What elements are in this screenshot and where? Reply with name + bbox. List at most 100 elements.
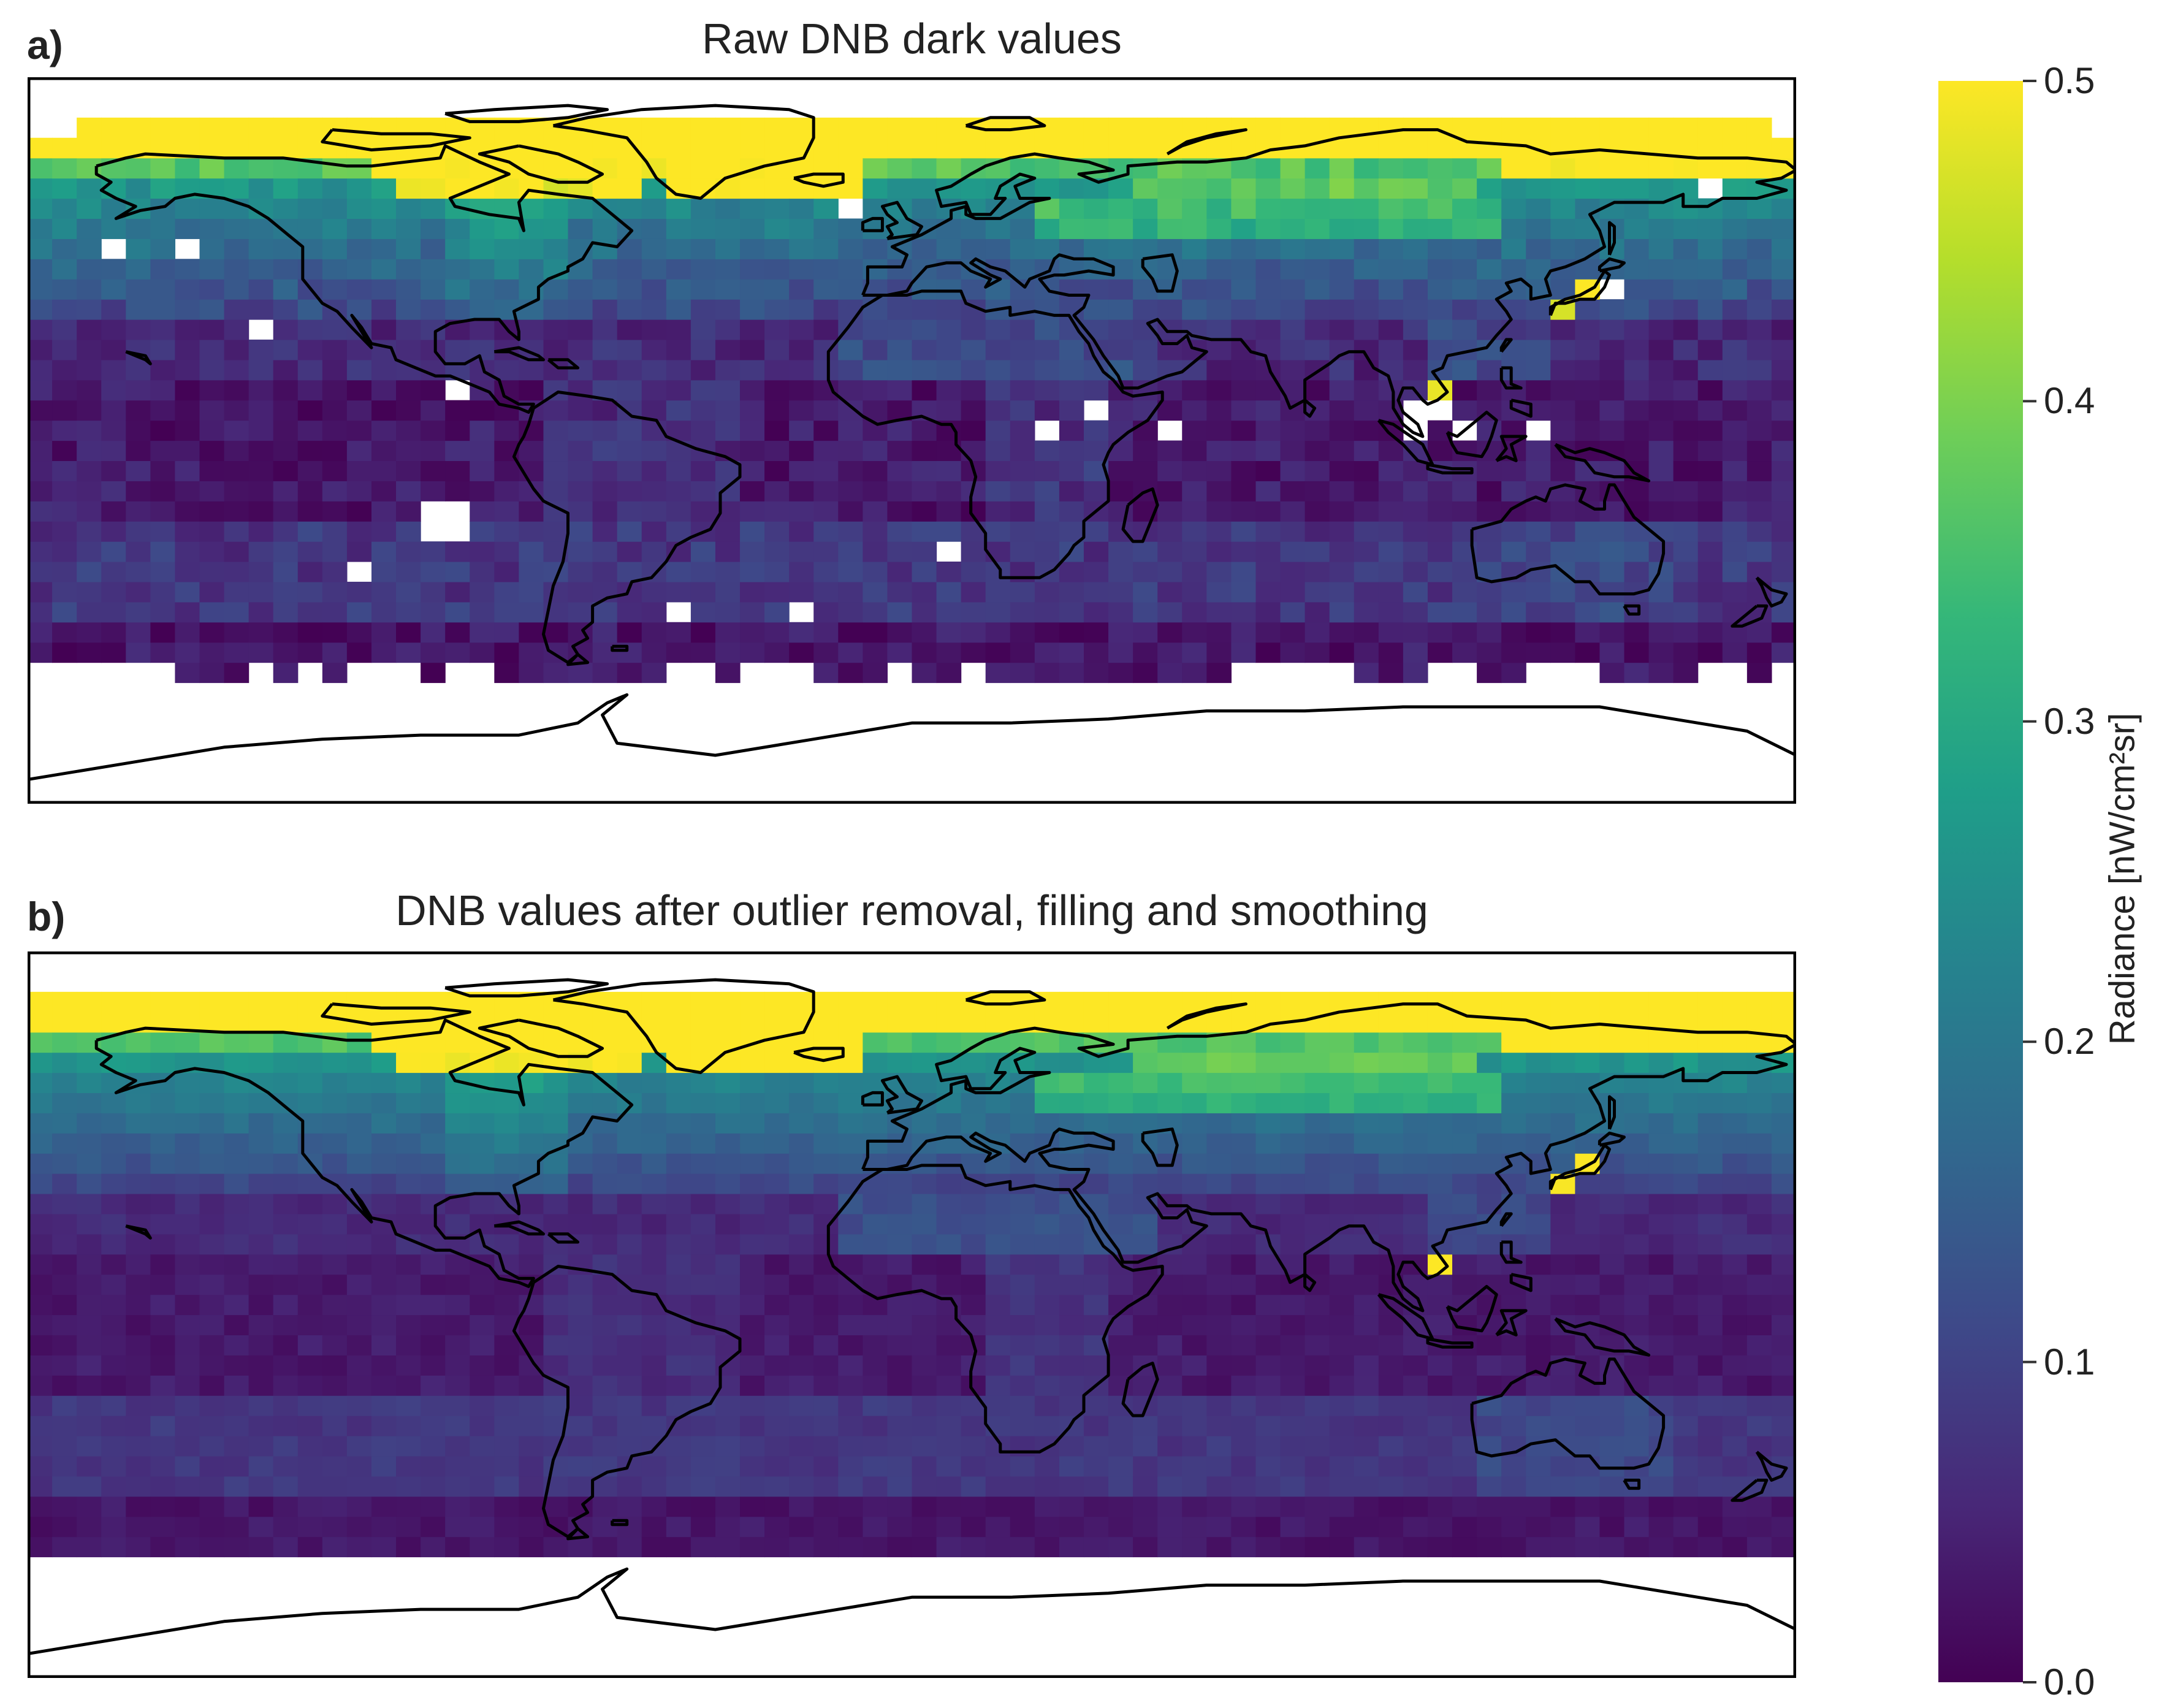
data-cell — [1059, 117, 1084, 139]
data-cell — [1133, 601, 1158, 623]
data-cell — [1329, 581, 1355, 603]
data-cell — [789, 1335, 814, 1355]
data-cell — [1624, 178, 1650, 199]
data-cell — [1280, 279, 1306, 300]
data-cell — [961, 137, 986, 159]
data-cell — [1771, 1194, 1796, 1214]
data-cell — [273, 1254, 299, 1275]
data-cell — [1771, 400, 1796, 421]
data-cell — [789, 1233, 814, 1255]
data-cell — [1133, 1233, 1158, 1255]
data-cell — [248, 1436, 274, 1457]
data-cell — [1255, 1476, 1281, 1497]
data-cell — [543, 1536, 569, 1558]
data-cell — [1648, 379, 1674, 401]
data-cell — [346, 1173, 372, 1194]
data-cell — [617, 1476, 642, 1497]
data-cell — [838, 1153, 863, 1174]
data-cell — [421, 1536, 446, 1558]
data-cell — [77, 1254, 102, 1275]
data-cell — [1255, 299, 1281, 320]
data-cell — [445, 460, 470, 481]
data-cell — [248, 521, 274, 542]
data-cell — [985, 238, 1011, 259]
data-cell — [470, 1516, 495, 1538]
data-cell — [1648, 359, 1674, 381]
data-cell — [28, 1052, 53, 1073]
data-cell — [322, 662, 348, 684]
data-cell — [322, 1455, 348, 1477]
data-cell — [1697, 1294, 1723, 1316]
data-cell — [175, 642, 200, 663]
data-cell — [690, 1416, 716, 1436]
data-cell — [1206, 1153, 1232, 1174]
data-cell — [224, 1455, 249, 1477]
panel-a-label: a) — [27, 22, 63, 67]
data-cell — [912, 420, 937, 441]
data-cell — [1624, 1153, 1650, 1174]
data-cell — [126, 178, 151, 199]
data-cell — [77, 1173, 102, 1194]
data-cell — [887, 1355, 913, 1376]
data-cell — [101, 218, 126, 239]
data-cell — [150, 1395, 176, 1416]
data-cell — [470, 1294, 495, 1316]
data-cell — [28, 319, 53, 340]
data-cell — [199, 1032, 225, 1053]
data-cell — [617, 158, 642, 179]
data-cell — [297, 481, 323, 501]
data-cell — [1403, 541, 1428, 562]
data-cell — [985, 339, 1011, 360]
data-cell — [346, 1294, 372, 1316]
data-cell — [248, 1455, 274, 1477]
data-cell — [666, 642, 691, 663]
data-cell — [1550, 1455, 1575, 1477]
data-cell — [1452, 379, 1477, 401]
data-cell — [371, 400, 397, 421]
data-cell — [1575, 1395, 1601, 1416]
data-cell — [150, 1416, 176, 1436]
data-cell — [1206, 1355, 1232, 1376]
data-cell — [322, 541, 348, 562]
data-cell — [470, 1476, 495, 1497]
data-cell — [764, 137, 790, 159]
data-cell — [1083, 601, 1109, 623]
data-cell — [568, 400, 593, 421]
data-cell — [1354, 460, 1379, 481]
map-b-border — [28, 951, 1796, 1678]
data-cell — [1599, 991, 1625, 1013]
data-cell — [985, 137, 1011, 159]
data-cell — [863, 440, 888, 462]
data-cell — [519, 259, 544, 280]
data-cell — [1648, 1496, 1674, 1517]
data-cell — [101, 1294, 126, 1316]
data-cell — [273, 420, 299, 441]
data-cell — [863, 1395, 888, 1416]
data-cell — [1206, 541, 1232, 562]
data-cell — [175, 581, 200, 603]
data-cell — [199, 1194, 225, 1214]
data-cell — [273, 460, 299, 481]
data-cell — [1354, 1335, 1379, 1355]
coastline — [1499, 1212, 1513, 1227]
data-cell — [985, 460, 1011, 481]
data-cell — [961, 1092, 986, 1113]
data-cell — [421, 1476, 446, 1497]
data-cell — [1673, 1254, 1699, 1275]
data-cell — [961, 1496, 986, 1517]
data-cell — [1182, 991, 1207, 1013]
data-cell — [346, 198, 372, 219]
data-cell — [1329, 1012, 1355, 1033]
data-cell — [961, 339, 986, 360]
data-cell — [1304, 1092, 1330, 1113]
data-cell — [1673, 440, 1699, 462]
data-cell — [617, 521, 642, 542]
data-cell — [150, 1455, 176, 1477]
data-cell — [813, 521, 839, 542]
data-cell — [519, 379, 544, 401]
coastline — [1495, 1309, 1528, 1336]
data-cell — [912, 1173, 937, 1194]
data-cell — [52, 198, 77, 219]
data-cell — [101, 299, 126, 320]
data-cell — [101, 581, 126, 603]
